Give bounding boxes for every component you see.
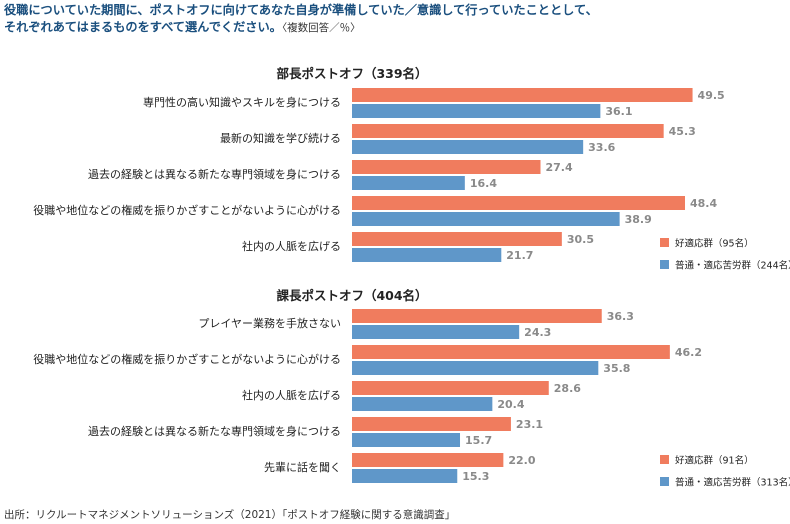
data-label: 36.1: [605, 105, 632, 118]
bar: [352, 325, 520, 339]
panel-title: 部長ポストオフ（339名）: [276, 66, 427, 81]
category-label: 過去の経験とは異なる新たな専門領域を身につける: [88, 424, 341, 438]
bar: [352, 196, 685, 210]
legend-swatch: [660, 455, 669, 464]
legend-label: 普通・適応苦労群（244名）: [675, 260, 790, 272]
bar: [352, 248, 502, 262]
category-label: 役職や地位などの権威を振りかざすことがないように心がける: [33, 352, 341, 366]
legend-swatch: [660, 260, 669, 269]
data-label: 33.6: [588, 141, 615, 154]
data-label: 45.3: [669, 125, 696, 138]
category-label: 過去の経験とは異なる新たな専門領域を身につける: [88, 167, 341, 181]
panel-title: 課長ポストオフ（404名）: [276, 288, 427, 303]
bar: [352, 345, 670, 359]
category-label: プレイヤー業務を手放さない: [198, 316, 341, 330]
data-label: 49.5: [698, 89, 725, 102]
category-label: 社内の人脈を広げる: [242, 239, 341, 253]
data-label: 46.2: [675, 346, 702, 359]
data-label: 15.3: [462, 470, 489, 483]
category-label: 先輩に話を聞く: [264, 460, 341, 474]
data-label: 20.4: [497, 398, 524, 411]
bar: [352, 124, 664, 138]
chart-question-title: 役職についていた期間に、ポストオフに向けてあなた自身が準備していた／意識して行っ…: [4, 2, 784, 37]
data-label: 28.6: [554, 382, 581, 395]
bar: [352, 232, 562, 246]
bar: [352, 309, 602, 323]
data-label: 27.4: [546, 161, 573, 174]
data-label: 48.4: [690, 197, 717, 210]
title-line-1: 役職についていた期間に、ポストオフに向けてあなた自身が準備していた／意識して行っ…: [4, 3, 598, 17]
category-label: 社内の人脈を広げる: [242, 388, 341, 402]
data-label: 15.7: [465, 434, 492, 447]
legend-swatch: [660, 238, 669, 247]
category-label: 役職や地位などの権威を振りかざすことがないように心がける: [33, 203, 341, 217]
data-label: 30.5: [567, 233, 594, 246]
bar: [352, 433, 461, 447]
data-label: 35.8: [603, 362, 630, 375]
source-footer: 出所：リクルートマネジメントソリューションズ（2021）「ポストオフ経験に関する…: [4, 509, 456, 521]
bar: [352, 160, 541, 174]
legend-label: 好適応群（95名）: [675, 238, 754, 250]
bar: [352, 417, 511, 431]
title-line-2: それぞれあてはまるものをすべて選んでください。: [4, 20, 282, 34]
data-label: 16.4: [470, 177, 497, 190]
bar: [352, 88, 693, 102]
legend-swatch: [660, 477, 669, 486]
data-label: 38.9: [625, 213, 652, 226]
data-label: 23.1: [516, 418, 543, 431]
bar: [352, 361, 599, 375]
data-label: 22.0: [508, 454, 535, 467]
bar: [352, 104, 601, 118]
bar: [352, 140, 584, 154]
category-label: 最新の知識を学び続ける: [220, 131, 341, 145]
data-label: 36.3: [607, 310, 634, 323]
data-label: 24.3: [524, 326, 551, 339]
bar: [352, 381, 549, 395]
legend-label: 好適応群（91名）: [675, 455, 754, 467]
bar: [352, 176, 465, 190]
bar: [352, 453, 504, 467]
category-label: 専門性の高い知識やスキルを身につける: [143, 95, 341, 109]
bar: [352, 469, 458, 483]
legend-label: 普通・適応苦労群（313名）: [675, 477, 790, 489]
bar: [352, 212, 620, 226]
title-note: 〈複数回答／％〉: [281, 22, 361, 34]
data-label: 21.7: [506, 249, 533, 262]
bar: [352, 397, 493, 411]
